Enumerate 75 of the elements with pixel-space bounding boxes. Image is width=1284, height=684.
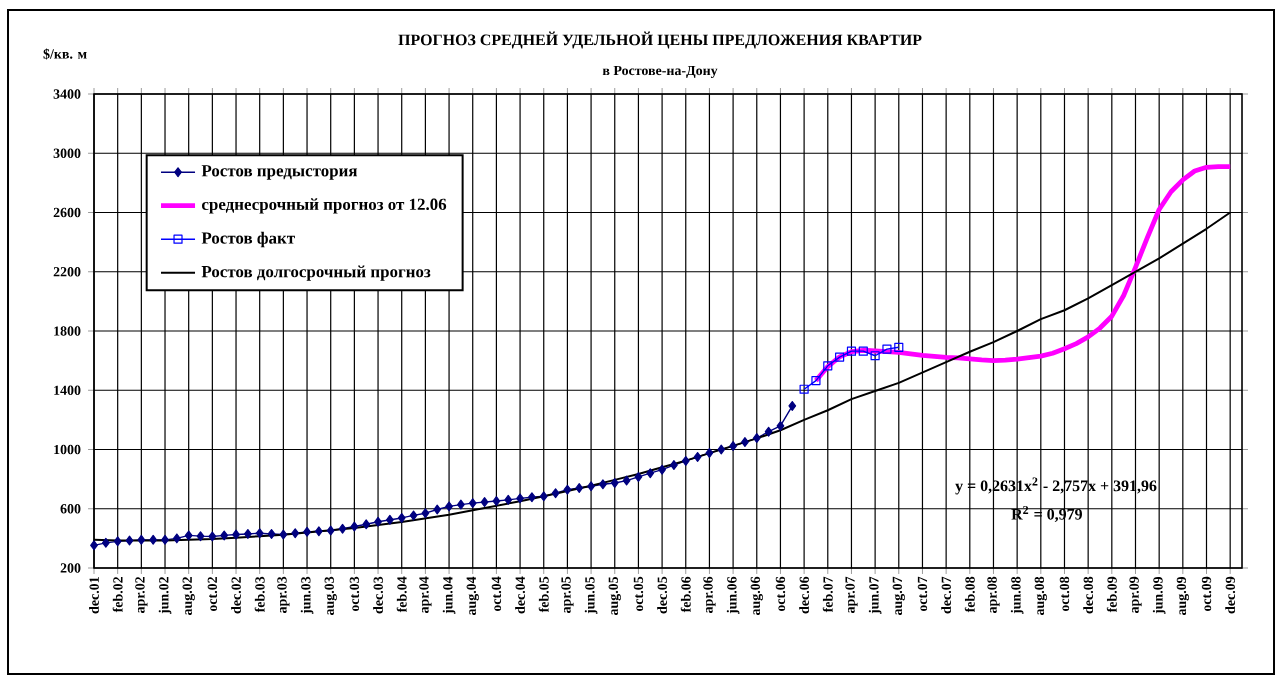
point bbox=[681, 455, 690, 466]
point bbox=[113, 536, 122, 547]
point bbox=[232, 529, 240, 540]
point bbox=[622, 475, 631, 486]
point bbox=[291, 528, 300, 539]
point bbox=[279, 529, 288, 540]
legend-label: Ростов предыстория bbox=[201, 165, 358, 180]
legend-label: Ростов долгосрочный прогноз bbox=[201, 265, 431, 281]
point bbox=[350, 521, 359, 532]
point bbox=[516, 493, 524, 504]
point bbox=[137, 534, 146, 545]
point bbox=[445, 501, 453, 512]
point bbox=[386, 514, 394, 525]
point bbox=[397, 512, 406, 523]
legend-label: среднесрочный прогноз от 12.06 bbox=[202, 198, 447, 214]
point bbox=[646, 468, 655, 479]
point bbox=[705, 447, 714, 458]
point bbox=[882, 344, 892, 354]
line-series bbox=[799, 342, 904, 394]
point bbox=[149, 534, 158, 545]
point bbox=[196, 531, 205, 542]
point bbox=[492, 496, 501, 507]
point bbox=[90, 540, 98, 551]
point bbox=[161, 534, 169, 545]
point bbox=[563, 484, 572, 495]
point bbox=[788, 400, 797, 411]
point bbox=[457, 499, 465, 510]
point bbox=[610, 477, 619, 488]
point bbox=[823, 361, 833, 371]
point bbox=[870, 351, 880, 361]
point bbox=[575, 483, 584, 493]
line-series bbox=[813, 164, 1233, 384]
point bbox=[799, 384, 809, 394]
point bbox=[314, 526, 323, 537]
point bbox=[741, 437, 749, 448]
point bbox=[670, 460, 678, 471]
point bbox=[858, 346, 868, 356]
point bbox=[172, 533, 181, 544]
point bbox=[468, 498, 477, 509]
point bbox=[409, 510, 418, 521]
point bbox=[658, 464, 666, 475]
point bbox=[374, 516, 382, 527]
point bbox=[326, 525, 335, 536]
point bbox=[267, 528, 276, 539]
point bbox=[776, 420, 785, 431]
point bbox=[717, 444, 726, 455]
point bbox=[125, 535, 134, 546]
point bbox=[539, 491, 548, 502]
point bbox=[835, 352, 845, 362]
point bbox=[729, 441, 737, 452]
point bbox=[433, 504, 442, 515]
point bbox=[551, 488, 560, 499]
point bbox=[894, 342, 904, 352]
point bbox=[421, 508, 430, 519]
point bbox=[101, 537, 110, 548]
point bbox=[634, 471, 643, 482]
point bbox=[362, 519, 371, 530]
point bbox=[243, 528, 252, 539]
point bbox=[208, 531, 217, 542]
point bbox=[587, 481, 595, 492]
point bbox=[693, 451, 702, 462]
point bbox=[599, 479, 607, 490]
point bbox=[528, 492, 536, 503]
point bbox=[846, 346, 857, 356]
point bbox=[255, 528, 264, 539]
point bbox=[811, 376, 821, 386]
point bbox=[480, 497, 489, 508]
point bbox=[184, 530, 193, 541]
point bbox=[764, 426, 773, 437]
point bbox=[752, 433, 761, 444]
point bbox=[220, 530, 229, 541]
point bbox=[338, 523, 347, 534]
point bbox=[504, 494, 513, 505]
point bbox=[303, 526, 311, 537]
legend-label: Ростов факт bbox=[201, 231, 295, 248]
